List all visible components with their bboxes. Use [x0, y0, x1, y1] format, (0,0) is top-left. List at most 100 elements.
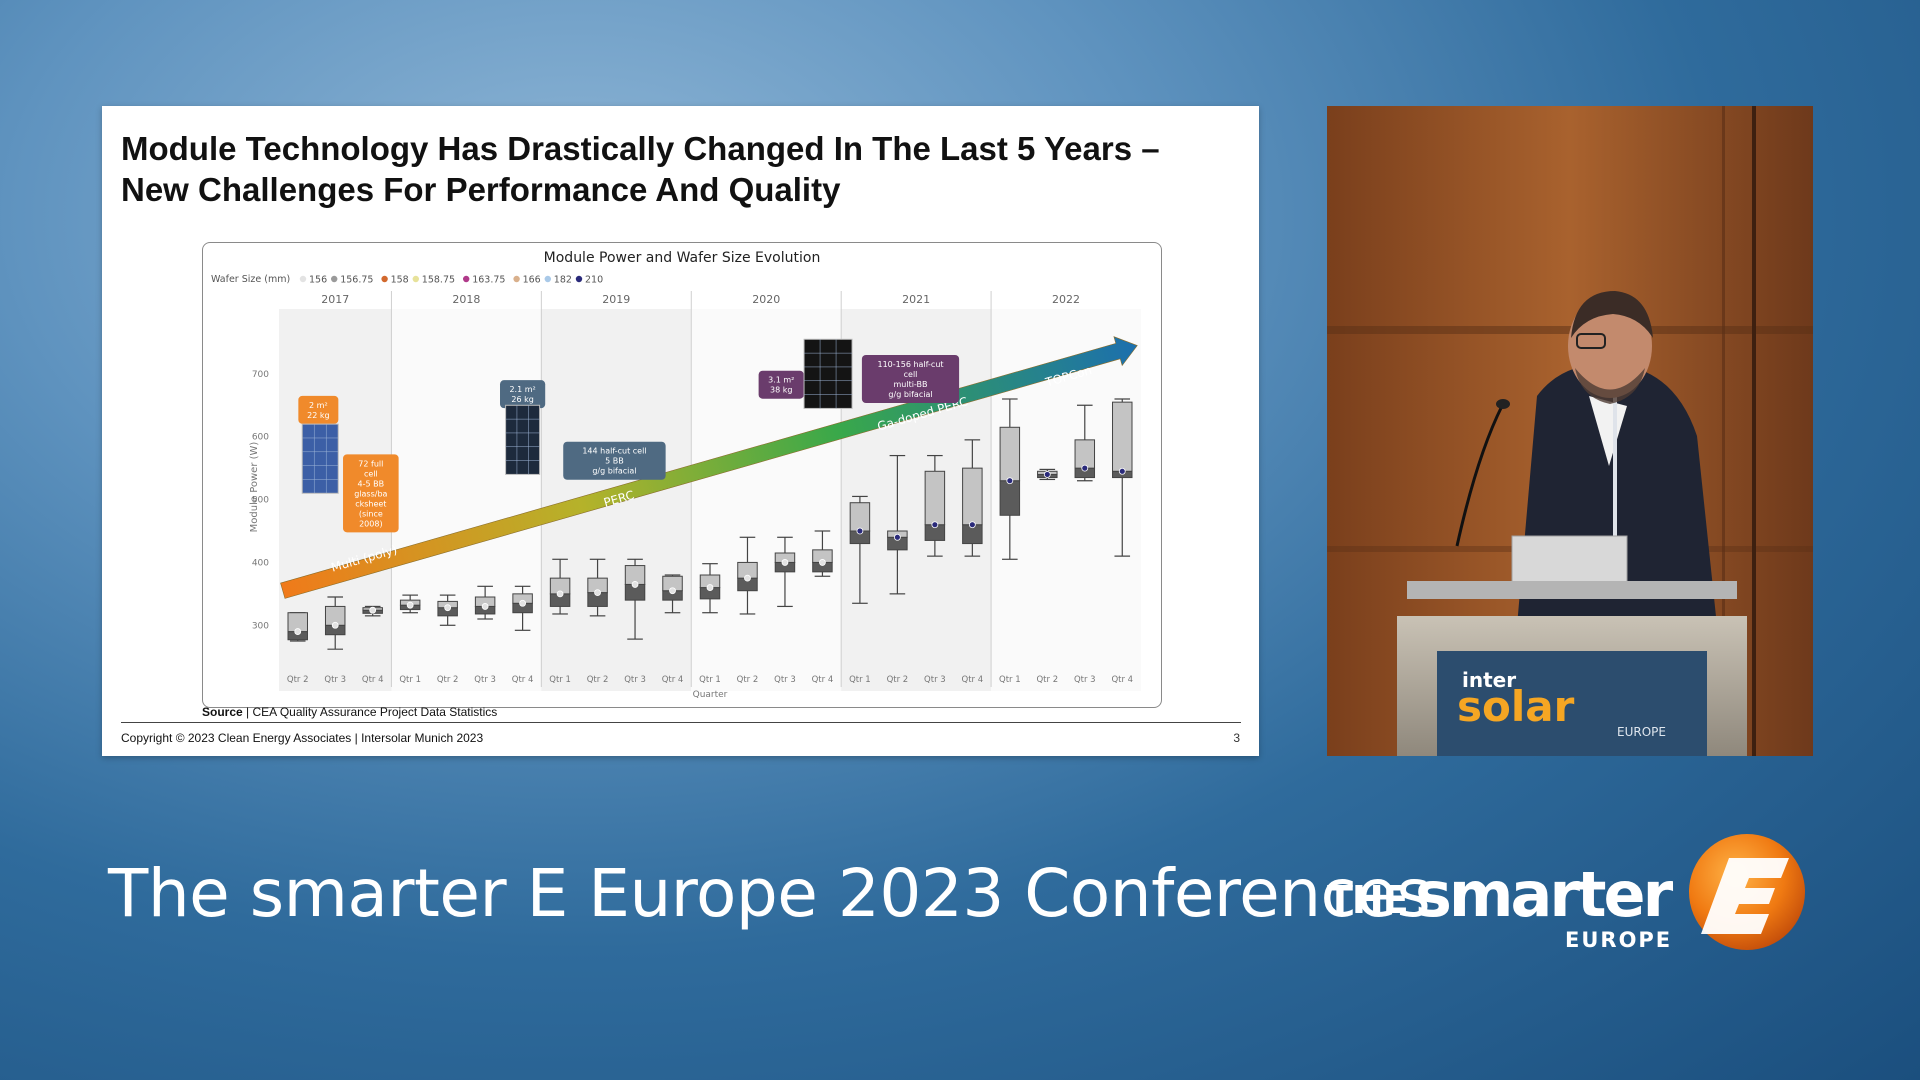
- speaker-scene-image: inter solar EUROPE: [1327, 106, 1813, 756]
- box-4: [437, 594, 458, 626]
- module-photo-2017: [301, 423, 339, 494]
- box-lower-19: [999, 480, 1021, 516]
- x-tick-3: Qtr 1: [399, 675, 421, 685]
- slide-title-line-2: New Challenges For Performance And Quali…: [121, 171, 841, 208]
- source-label: Source: [202, 705, 243, 719]
- y-tick-700: 700: [252, 370, 269, 380]
- podium-brand-inter: inter: [1462, 668, 1516, 692]
- box-upper-22: [1112, 401, 1133, 472]
- callout-3-line-0: 144 half-cut cell: [582, 447, 646, 456]
- box-median-marker-0: [294, 628, 302, 635]
- callout-1-line-0: 72 full: [358, 459, 383, 468]
- callout-1-line-2: 4-5 BB: [358, 479, 385, 488]
- page-number: 3: [1233, 731, 1240, 745]
- box-median-marker-6: [519, 599, 527, 607]
- callout-box-2: [500, 380, 546, 409]
- box-median-marker-22: [1118, 467, 1126, 475]
- x-tick-0: Qtr 2: [287, 675, 309, 685]
- x-tick-21: Qtr 3: [1074, 675, 1096, 685]
- conference-title: The smarter E Europe 2023 Conferences: [108, 855, 1431, 932]
- year-label-2019: 2019: [602, 293, 630, 306]
- box-median-marker-7: [556, 590, 564, 598]
- module-photo-2020: [803, 338, 853, 409]
- box-upper-19: [999, 426, 1021, 482]
- module-photo-2018: [505, 404, 541, 475]
- year-label-2018: 2018: [452, 293, 480, 306]
- box-1: [324, 596, 346, 650]
- callout-box-0: [298, 395, 339, 424]
- box-median-marker-20: [1043, 471, 1051, 478]
- callout-5-line-3: g/g bifacial: [888, 390, 932, 399]
- callout-1-line-3: glass/ba: [354, 489, 387, 498]
- footer-divider: [121, 722, 1241, 723]
- module-photo-2020-frame: [803, 338, 853, 409]
- legend-label-6: 182: [554, 275, 572, 286]
- box-17: [924, 454, 946, 557]
- legend-title: Wafer Size (mm): [211, 274, 290, 285]
- legend-label-2: 158: [391, 275, 409, 286]
- chart-canvas: Module Power and Wafer Size Evolution Waf…: [211, 250, 1141, 700]
- callout-2-line-0: 2.1 m²: [509, 385, 535, 394]
- legend-label-4: 163.75: [472, 275, 505, 286]
- podium-brand-solar: solar: [1457, 682, 1575, 731]
- box-12: [737, 536, 758, 615]
- y-tick-400: 400: [252, 558, 269, 568]
- box-median-marker-5: [481, 603, 489, 610]
- x-tick-7: Qtr 1: [549, 675, 571, 685]
- y-tick-500: 500: [252, 496, 269, 506]
- legend-marker-2: [381, 275, 388, 283]
- speaker-video-feed: inter solar EUROPE: [1327, 106, 1813, 756]
- year-label-2020: 2020: [752, 293, 780, 306]
- slide-title-line-1: Module Technology Has Drastically Change…: [121, 130, 1160, 167]
- box-median-marker-14: [819, 559, 826, 566]
- legend-label-3: 158.75: [422, 275, 455, 286]
- x-tick-6: Qtr 4: [512, 675, 534, 685]
- year-label-2021: 2021: [902, 293, 930, 306]
- box-13: [774, 536, 796, 608]
- box-upper-15: [849, 502, 871, 532]
- legend-label-1: 156.75: [340, 275, 373, 286]
- callout-1-line-4: cksheet: [355, 499, 386, 508]
- box-median-marker-13: [781, 559, 789, 566]
- box-19: [999, 398, 1021, 560]
- callout-5-line-0: 110-156 half-cut: [877, 360, 943, 369]
- callout-1-line-1: cell: [364, 469, 378, 478]
- x-tick-12: Qtr 2: [737, 675, 759, 685]
- box-plot-chart: Module Power and Wafer Size Evolution Waf…: [202, 242, 1162, 708]
- box-18: [962, 439, 983, 557]
- box-0: [287, 612, 308, 642]
- copyright-text: Copyright © 2023 Clean Energy Associates…: [121, 731, 484, 745]
- callout-box-1: [343, 454, 399, 533]
- x-tick-15: Qtr 1: [849, 675, 871, 685]
- x-axis-label: Quarter: [693, 690, 728, 700]
- legend-label-5: 166: [523, 275, 541, 286]
- presentation-slide: Module Technology Has Drastically Change…: [102, 106, 1259, 756]
- module-photo-2017-frame: [301, 423, 339, 494]
- x-tick-13: Qtr 3: [774, 675, 796, 685]
- source-note: Source | CEA Quality Assurance Project D…: [202, 705, 497, 719]
- legend-marker-6: [544, 275, 551, 283]
- box-median-marker-16: [893, 533, 901, 541]
- x-tick-16: Qtr 2: [887, 675, 909, 685]
- y-tick-300: 300: [252, 621, 269, 631]
- box-3: [399, 594, 421, 614]
- box-9: [624, 558, 646, 640]
- box-median-marker-12: [744, 574, 751, 582]
- legend-label-7: 210: [585, 275, 603, 286]
- box-median-marker-2: [369, 606, 377, 614]
- legend-marker-3: [412, 275, 419, 283]
- x-tick-4: Qtr 2: [437, 675, 459, 685]
- y-tick-600: 600: [252, 433, 269, 443]
- box-15: [849, 495, 871, 604]
- box-2: [362, 605, 383, 617]
- box-median-marker-11: [706, 584, 714, 591]
- box-21: [1074, 404, 1096, 482]
- x-tick-9: Qtr 3: [624, 675, 646, 685]
- legend-marker-4: [463, 275, 470, 283]
- callout-1-line-6: 2008): [359, 519, 382, 528]
- x-tick-1: Qtr 3: [324, 675, 346, 685]
